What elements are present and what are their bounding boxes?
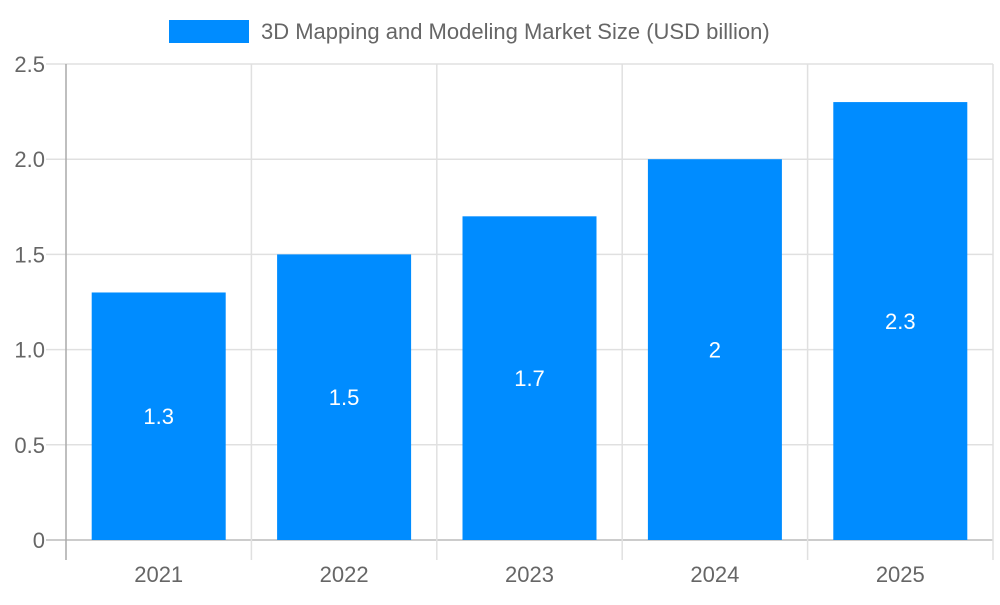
bar — [277, 254, 412, 540]
data-label: 1.3 — [143, 404, 174, 429]
x-tick-label: 2025 — [876, 562, 925, 587]
data-label: 1.7 — [514, 366, 545, 391]
data-label: 2 — [709, 338, 721, 363]
legend: 3D Mapping and Modeling Market Size (USD… — [169, 19, 770, 44]
y-tick-label: 1.5 — [14, 242, 45, 267]
legend-label: 3D Mapping and Modeling Market Size (USD… — [261, 19, 770, 44]
data-label: 2.3 — [885, 309, 916, 334]
y-tick-label: 2.5 — [14, 52, 45, 77]
x-tick-label: 2021 — [134, 562, 183, 587]
y-tick-label: 0 — [33, 528, 45, 553]
y-tick-label: 1.0 — [14, 338, 45, 363]
x-tick-label: 2022 — [320, 562, 369, 587]
bar — [462, 216, 597, 540]
x-tick-label: 2023 — [505, 562, 554, 587]
bar — [91, 292, 226, 540]
data-label: 1.5 — [329, 385, 360, 410]
bar — [833, 102, 968, 540]
y-tick-label: 0.5 — [14, 433, 45, 458]
bar — [647, 159, 782, 540]
legend-swatch — [169, 20, 249, 43]
x-tick-label: 2024 — [690, 562, 739, 587]
y-tick-label: 2.0 — [14, 147, 45, 172]
